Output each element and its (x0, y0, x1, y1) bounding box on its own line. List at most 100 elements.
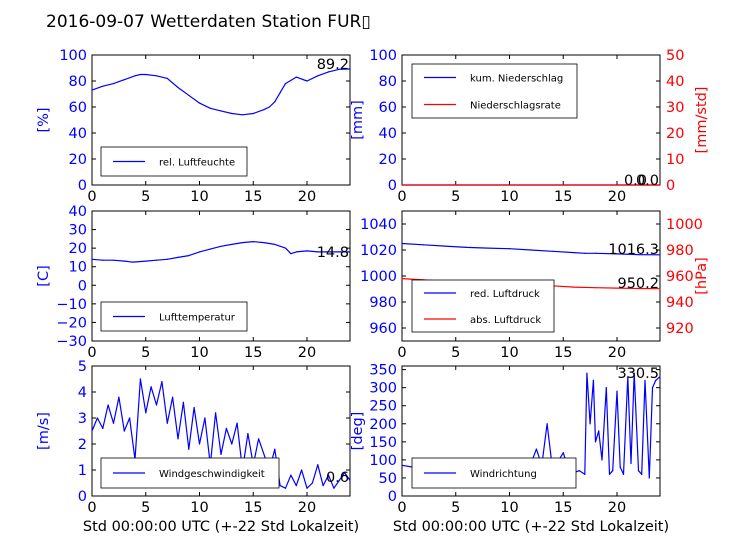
x-tick-label: 0 (87, 345, 96, 361)
data-point (637, 287, 640, 290)
latest-value-annotation: 330.5 (617, 366, 659, 382)
latest-value-annotation: 89.2 (317, 57, 349, 73)
data-point (616, 390, 618, 392)
data-point (589, 423, 591, 425)
series-line-0 (401, 242, 661, 256)
y-tick-label: 20 (379, 152, 397, 168)
data-point (102, 259, 104, 261)
data-point (349, 251, 351, 253)
y-tick-label: 20 (69, 241, 87, 257)
x-tick-label: 10 (190, 345, 208, 361)
y-tick-label: 980 (369, 295, 397, 311)
data-point (659, 376, 661, 378)
x-axis-label: Std 00:00:00 UTC (+-22 Std Lokalzeit) (393, 519, 669, 535)
x-tick-label: 15 (554, 345, 572, 361)
data-point (182, 401, 184, 403)
data-point (655, 379, 657, 382)
data-point (290, 474, 292, 476)
y-tick-label: 40 (69, 126, 87, 142)
data-point (231, 443, 233, 445)
x-tick-label: 15 (554, 500, 572, 516)
data-point (123, 430, 125, 432)
y2-tick-label: 20 (666, 126, 684, 142)
data-point (401, 242, 403, 245)
data-point (594, 252, 597, 254)
data-point (188, 448, 190, 450)
legend-label: Lufttemperatur (159, 313, 236, 324)
data-point (659, 288, 661, 290)
y-tick-label: 300 (369, 381, 397, 397)
x-tick-label: 10 (190, 500, 208, 516)
y-tick-label: 0 (388, 489, 397, 505)
data-point (263, 109, 265, 111)
x-tick-label: 15 (244, 500, 262, 516)
data-point (198, 251, 201, 253)
y-tick-label: 1 (78, 463, 87, 479)
x-tick-label: 20 (298, 345, 316, 361)
data-point (268, 106, 270, 108)
data-point (608, 473, 611, 475)
y-tick-label: 40 (379, 126, 397, 142)
y-tick-label: −10 (56, 297, 87, 313)
y-tick-label: 10 (69, 260, 87, 276)
legend-label: rel. Luftfeuchte (159, 158, 235, 169)
x-tick-label: 15 (244, 189, 262, 205)
data-point (295, 251, 297, 253)
data-point (252, 241, 254, 243)
x-tick-label: 20 (298, 189, 316, 205)
data-point (651, 387, 654, 389)
x-tick-label: 0 (397, 345, 406, 361)
data-point (546, 423, 548, 425)
data-point (644, 379, 646, 382)
data-point (247, 433, 249, 435)
x-tick-label: 0 (87, 500, 96, 516)
data-point (172, 396, 174, 398)
y-tick-label: 60 (379, 100, 397, 116)
data-point (592, 379, 594, 382)
data-point (177, 438, 179, 440)
data-point (139, 378, 141, 380)
x-tick-label: 15 (244, 345, 262, 361)
y-axis-label: [m/s] (36, 412, 52, 450)
x-axis-label: Std 00:00:00 UTC (+-22 Std Lokalzeit) (83, 519, 359, 535)
data-point (633, 372, 635, 374)
figure-title: 2016-09-07 Wetterdaten Station FUR▯ (46, 12, 371, 32)
data-point (177, 256, 179, 259)
x-tick-label: 20 (608, 189, 626, 205)
data-point (659, 254, 661, 256)
y2-tick-label: 980 (666, 243, 694, 259)
data-point (225, 427, 227, 429)
y-tick-label: 0 (388, 178, 397, 194)
legend-label: red. Luftdruck (470, 289, 540, 300)
data-point (508, 248, 511, 250)
data-point (155, 259, 158, 261)
latest-value-annotation: 1016.3 (608, 242, 659, 258)
x-tick-label: 5 (451, 345, 460, 361)
data-point (637, 253, 640, 256)
data-point (322, 485, 324, 487)
data-point (562, 452, 564, 454)
y-tick-label: 1020 (360, 243, 397, 259)
x-tick-label: 20 (608, 500, 626, 516)
legend-label: Windgeschwindigkeit (159, 469, 265, 480)
data-point (627, 376, 629, 378)
data-point (584, 473, 586, 475)
x-tick-label: 10 (500, 189, 518, 205)
data-point (401, 184, 403, 186)
data-point (91, 430, 93, 432)
x-tick-label: 5 (451, 500, 460, 516)
data-point (311, 482, 313, 484)
data-point (220, 110, 222, 112)
y-tick-label: 80 (69, 74, 87, 90)
y-tick-label: 1000 (360, 269, 397, 285)
data-point (231, 243, 233, 246)
x-tick-label: 15 (554, 189, 572, 205)
data-point (145, 73, 147, 76)
data-point (338, 251, 340, 253)
data-point (279, 92, 281, 94)
data-point (598, 430, 600, 432)
data-point (220, 245, 222, 247)
y-tick-label: 250 (369, 399, 397, 415)
data-point (145, 412, 147, 414)
